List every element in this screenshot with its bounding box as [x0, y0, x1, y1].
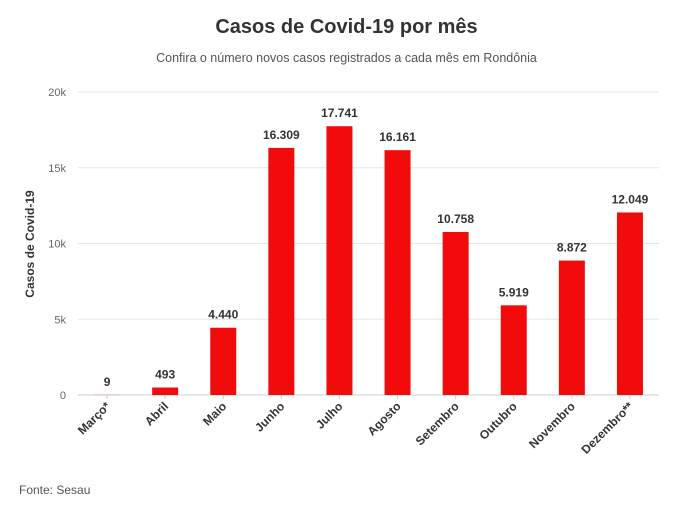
data-label: 16.309 [263, 128, 300, 142]
chart-subtitle: Confira o número novos casos registrados… [156, 51, 537, 65]
data-label: 5.919 [499, 285, 529, 299]
data-label: 10.758 [437, 212, 474, 226]
data-label: 17.741 [321, 106, 358, 120]
bar [384, 150, 411, 395]
bar [442, 232, 469, 395]
data-label: 8.872 [557, 241, 587, 255]
data-label: 9 [104, 375, 111, 389]
bar [210, 327, 237, 395]
x-tick-label: Novembro [526, 399, 578, 451]
x-tick-label: Agosto [365, 399, 404, 438]
x-tick-label: Maio [200, 399, 229, 428]
y-tick-label: 0 [60, 390, 66, 402]
data-label: 4.440 [208, 308, 238, 322]
x-tick-label: Junho [252, 399, 287, 434]
x-tick-label: Dezembro** [579, 399, 637, 457]
x-tick-label: Abril [142, 399, 171, 428]
bar [326, 126, 353, 395]
chart-title: Casos de Covid-19 por mês [215, 16, 478, 38]
y-tick-label: 5k [54, 314, 66, 326]
bar [616, 212, 643, 395]
x-tick-label: Outubro [477, 399, 520, 442]
source-note: Fonte: Sesau [19, 483, 91, 497]
bar [500, 305, 527, 395]
data-label: 12.049 [612, 192, 649, 206]
x-tick-label: Março* [75, 399, 113, 437]
data-label: 16.161 [379, 130, 416, 144]
y-axis-title: Casos de Covid-19 [23, 190, 37, 298]
data-label: 493 [155, 368, 175, 382]
x-tick-label: Setembro [413, 399, 462, 448]
bar [558, 260, 585, 395]
bar [152, 387, 179, 395]
y-tick-label: 10k [48, 239, 66, 251]
x-tick-label: Julho [313, 399, 346, 432]
bar [268, 147, 295, 395]
y-tick-label: 20k [48, 87, 66, 99]
y-tick-label: 15k [48, 163, 66, 175]
bars [94, 126, 643, 395]
